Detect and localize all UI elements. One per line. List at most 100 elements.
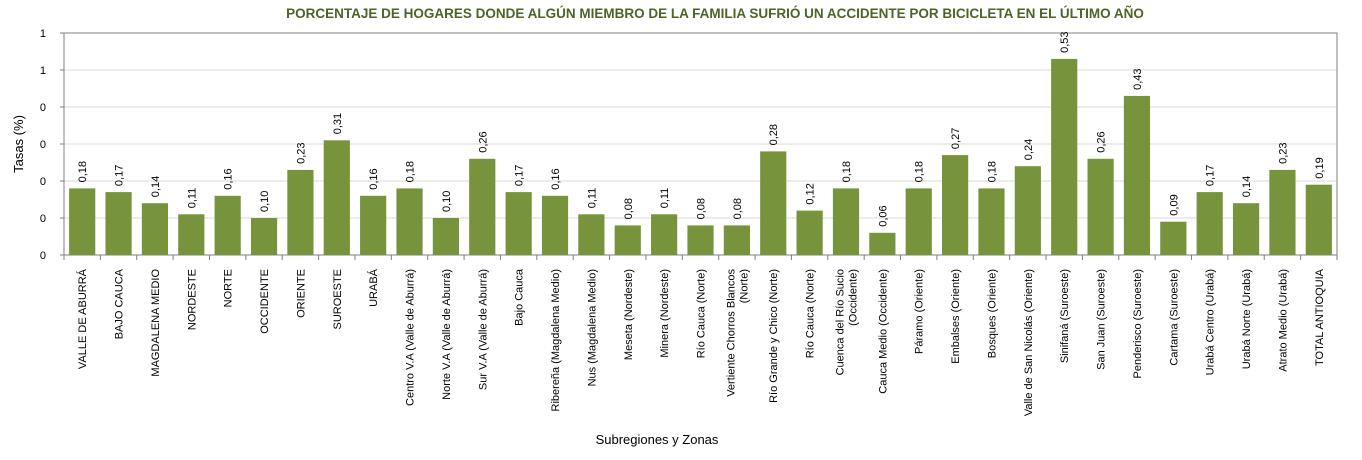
bar: [1051, 58, 1078, 256]
y-axis-title: Tasas (%): [11, 115, 26, 173]
data-label: 0,14: [1241, 176, 1253, 197]
data-label: 0,08: [696, 198, 708, 219]
data-label: 0,06: [877, 205, 889, 226]
bar: [1196, 192, 1223, 255]
category-label: Río Cauca (Norte): [805, 269, 817, 358]
bar: [978, 188, 1005, 255]
data-label: 0,11: [659, 188, 671, 209]
data-label: 0,18: [841, 161, 853, 182]
data-label: 0,27: [950, 128, 962, 149]
y-tick-label: 1: [40, 28, 46, 40]
bar: [505, 192, 532, 255]
category-label: OCCIDENTE: [259, 269, 271, 334]
data-label: 0,23: [1277, 142, 1289, 163]
bar: [432, 218, 459, 255]
data-label: 0,16: [223, 168, 235, 189]
category-label-line: Vertiente Chorros Blancos: [725, 269, 737, 397]
category-label: Bosques (Oriente): [986, 269, 998, 358]
category-label-line: NORTE: [223, 269, 235, 307]
bar: [323, 140, 350, 255]
category-label: Río Cauca (Norte): [696, 269, 708, 358]
bar: [360, 195, 387, 255]
bars: [69, 58, 1332, 256]
category-label: TOTAL ANTIOQUIA: [1314, 268, 1326, 366]
data-label: 0,09: [1168, 194, 1180, 215]
category-label-line: (Norte): [738, 269, 750, 303]
bar: [796, 210, 823, 255]
bar: [541, 195, 569, 255]
category-label-line: Urabá Norte (Urabá): [1241, 269, 1253, 369]
bar: [1232, 203, 1260, 255]
category-label-line: Sinifaná (Suroeste): [1059, 269, 1071, 363]
bar: [723, 225, 750, 255]
data-label: 0,53: [1059, 31, 1071, 52]
category-label: BAJO CAUCA: [114, 268, 126, 339]
bar: [942, 155, 969, 255]
y-axis-ticks: 0 0 0 0 0 1 1: [40, 28, 64, 262]
category-label: Cauca Medio (Occidente): [877, 269, 889, 394]
data-label: 0,10: [441, 191, 453, 212]
y-tick-label: 0: [40, 250, 46, 262]
category-label: Cartama (Suroeste): [1168, 269, 1180, 366]
data-labels: 0,18 0,17 0,14 0,11 0,16 0,10 0,23 0,31 0,16 0,18…: [77, 31, 1326, 226]
category-label-line: MAGDALENA MEDIO: [150, 269, 162, 377]
bar: [141, 203, 169, 255]
bar: [651, 214, 678, 255]
data-label: 0,11: [186, 188, 198, 209]
data-label: 0,17: [514, 165, 526, 186]
category-label-line: Centro V.A (Valle de Aburrá): [405, 269, 417, 406]
category-label: Sur V.A (Valle de Aburrá): [477, 269, 489, 390]
data-label: 0,10: [259, 191, 271, 212]
category-label-line: Cauca Medio (Occidente): [877, 269, 889, 394]
y-tick-label: 0: [40, 102, 46, 114]
bar: [1087, 158, 1114, 255]
data-label: 0,18: [986, 161, 998, 182]
category-label-line: Páramo (Oriente): [914, 269, 926, 354]
data-label: 0,43: [1132, 68, 1144, 89]
category-label-line: SUROESTE: [332, 269, 344, 330]
data-label: 0,12: [805, 183, 817, 204]
category-label-line: Embalses (Oriente): [950, 269, 962, 364]
category-label: Río Grande y Chico (Norte): [768, 269, 780, 403]
category-label: Vertiente Chorros Blancos (Norte): [725, 269, 750, 397]
chart-title: PORCENTAJE DE HOGARES DONDE ALGÚN MIEMBR…: [286, 6, 1144, 21]
category-label: Minera (Nordeste): [659, 269, 671, 358]
category-label: MAGDALENA MEDIO: [150, 269, 162, 377]
category-label-line: Urabá Centro (Urabá): [1205, 269, 1217, 375]
data-label: 0,17: [1205, 165, 1217, 186]
category-label: Bajo Cauca: [514, 268, 526, 326]
category-label-line: Meseta (Nordeste): [623, 269, 635, 360]
category-label-line: ORIENTE: [295, 269, 307, 318]
category-label-line: Río Grande y Chico (Norte): [768, 269, 780, 403]
bar: [287, 169, 314, 255]
category-label-line: Nus (Magdalena Medio): [586, 269, 598, 386]
data-label: 0,11: [586, 188, 598, 209]
category-label: URABÁ: [367, 268, 380, 307]
category-label: NORTE: [223, 269, 235, 307]
category-label-line: Cuenca del Río Sucio: [834, 269, 846, 375]
category-label: Valle de San Nicolás (Oriente): [1023, 269, 1035, 416]
category-label: San Juan (Suroeste): [1096, 269, 1108, 370]
bar: [614, 225, 641, 255]
data-label: 0,17: [114, 165, 126, 186]
data-label: 0,24: [1023, 139, 1035, 160]
category-label: Meseta (Nordeste): [623, 269, 635, 360]
data-label: 0,18: [914, 161, 926, 182]
data-label: 0,18: [405, 161, 417, 182]
data-label: 0,26: [477, 131, 489, 152]
bar: [905, 188, 932, 255]
category-label: Atrato Medio (Urabá): [1277, 269, 1289, 372]
category-label: Urabá Centro (Urabá): [1205, 269, 1217, 375]
data-label: 0,26: [1096, 131, 1108, 152]
category-label-line: Ribereña (Magdalena Medio): [550, 269, 562, 411]
category-label-line: Minera (Nordeste): [659, 269, 671, 358]
data-label: 0,18: [77, 161, 89, 182]
category-label-line: Norte V.A (Valle de Aburrá): [441, 269, 453, 400]
bar: [760, 151, 787, 255]
category-label: ORIENTE: [295, 269, 307, 318]
category-label-line: Bajo Cauca: [514, 268, 526, 326]
data-label: 0,28: [768, 124, 780, 145]
data-label: 0,16: [368, 168, 380, 189]
y-tick-label: 0: [40, 213, 46, 225]
